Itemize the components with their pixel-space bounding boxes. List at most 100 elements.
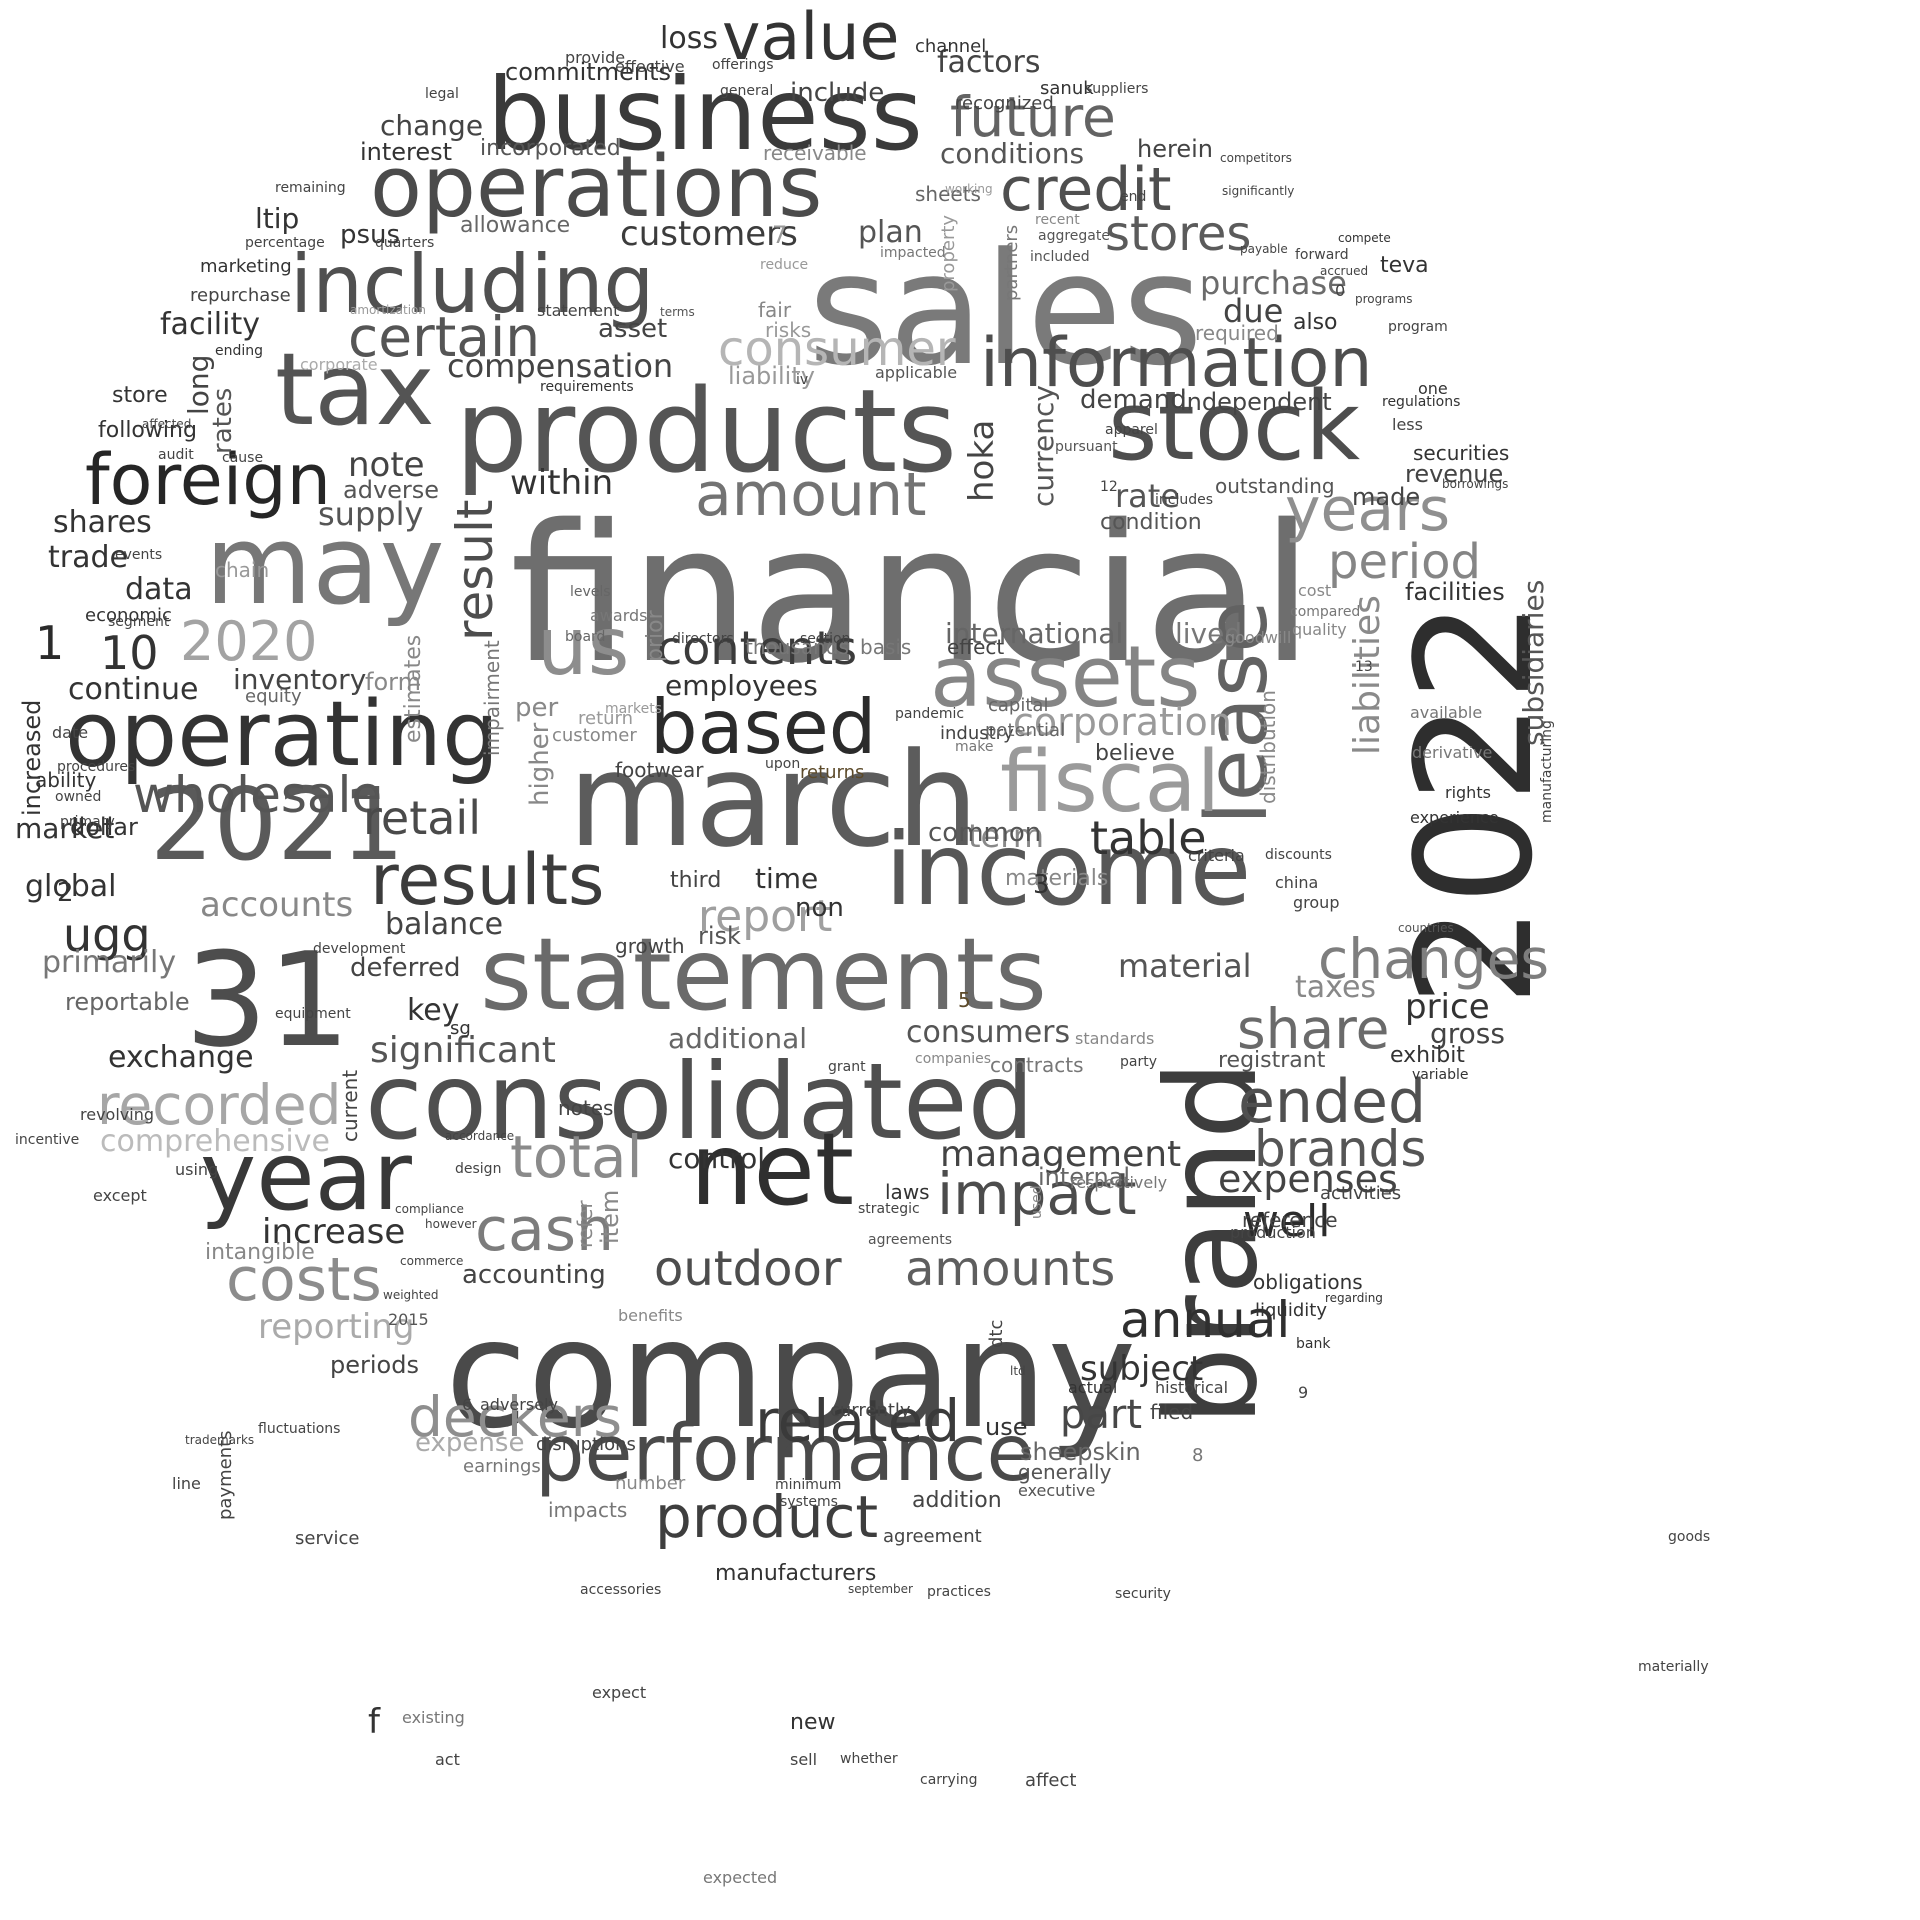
- word-grant: grant: [828, 1059, 866, 1075]
- word-return: return: [578, 708, 634, 729]
- word-customer: customer: [552, 725, 637, 746]
- word-information: information: [980, 324, 1373, 403]
- word-equity: equity: [245, 686, 302, 707]
- word-carrying: carrying: [920, 1772, 978, 1788]
- word-retail: retail: [363, 791, 481, 845]
- word-goodwill: goodwill: [1225, 628, 1292, 647]
- word-interest: interest: [360, 138, 453, 166]
- word-balance: balance: [385, 907, 504, 942]
- word-higher: higher: [525, 722, 555, 806]
- word-performance: performance: [535, 1409, 1035, 1499]
- word-derivative: derivative: [1412, 743, 1493, 762]
- word-ended: ended: [1238, 1067, 1427, 1137]
- word-loss: loss: [660, 21, 718, 56]
- word-2: 2: [57, 878, 74, 908]
- word-employees: employees: [665, 669, 818, 702]
- word-significant: significant: [370, 1030, 556, 1071]
- word-material: material: [1118, 947, 1252, 985]
- word-affect: affect: [1025, 1770, 1077, 1791]
- word-accessories: accessories: [580, 1582, 662, 1598]
- word-recent: recent: [1035, 212, 1080, 228]
- word-whether: whether: [840, 1751, 898, 1767]
- word-international: international: [945, 617, 1124, 650]
- word-primary: primary: [60, 814, 115, 830]
- word-pandemic: pandemic: [895, 706, 965, 722]
- word-subject: subject: [1080, 1349, 1204, 1389]
- word-repurchase: repurchase: [190, 285, 291, 306]
- word-report: report: [698, 891, 833, 942]
- word-quarters: quarters: [375, 235, 435, 251]
- word-impacted: impacted: [880, 245, 946, 261]
- word-time: time: [755, 862, 819, 895]
- word-procedures: procedures: [57, 759, 136, 775]
- word-net: net: [690, 1111, 855, 1228]
- word-audit: audit: [158, 447, 194, 463]
- word-tax: tax: [275, 331, 435, 448]
- word-discounts: discounts: [1265, 847, 1332, 863]
- word-total: total: [510, 1123, 643, 1191]
- word-practices: practices: [927, 1584, 991, 1600]
- word-partners: partners: [1001, 224, 1022, 301]
- word-affected: affected: [142, 417, 192, 431]
- word-available: available: [1410, 703, 1483, 722]
- word-foreign: foreign: [85, 439, 332, 521]
- word-outdoor: outdoor: [654, 1241, 842, 1297]
- word-goods: goods: [1668, 1529, 1711, 1545]
- word-compete: compete: [1338, 231, 1391, 245]
- word-sell: sell: [790, 1750, 818, 1769]
- word-benefits: benefits: [618, 1306, 683, 1325]
- word-note: note: [348, 445, 425, 485]
- word-non: non: [795, 893, 844, 923]
- word-amounts: amounts: [905, 1241, 1116, 1297]
- word-make: make: [955, 739, 994, 755]
- word-made: made: [1352, 483, 1421, 511]
- word-revenue: revenue: [1405, 460, 1504, 488]
- word-production: production: [1230, 1223, 1316, 1242]
- word-rights: rights: [1445, 783, 1491, 802]
- word-industry: industry: [940, 723, 1014, 744]
- word-regarding: regarding: [1325, 1291, 1383, 1305]
- word-includes: includes: [1155, 492, 1214, 508]
- word-statement: statement: [537, 301, 620, 320]
- word-existing: existing: [402, 1708, 465, 1727]
- word-adversely: adversely: [480, 1395, 558, 1414]
- word-accordance: accordance: [445, 1129, 515, 1143]
- word-reportable: reportable: [65, 988, 190, 1016]
- word-act: act: [435, 1750, 460, 1769]
- word-sheets: sheets: [915, 182, 981, 206]
- word-systems: systems: [780, 1494, 838, 1510]
- word-section: section: [800, 631, 851, 647]
- word-commerce: commerce: [400, 1254, 464, 1268]
- word-effect: effect: [947, 635, 1005, 659]
- word-incorporated: incorporated: [480, 136, 621, 161]
- word-fluctuations: fluctuations: [258, 1421, 341, 1437]
- word-addition: addition: [912, 1488, 1002, 1513]
- word-plan: plan: [858, 215, 923, 250]
- word-9: 9: [1298, 1383, 1309, 1402]
- word-executive: executive: [1018, 1481, 1096, 1500]
- word-factors: factors: [937, 45, 1041, 80]
- word-used: used: [1029, 1185, 1045, 1219]
- word-credit: credit: [1000, 155, 1172, 225]
- word-revolving: revolving: [80, 1105, 154, 1124]
- word-psus: psus: [340, 220, 401, 250]
- word-form: form: [365, 668, 421, 696]
- word-owned: owned: [55, 789, 102, 805]
- word-believe: believe: [1095, 741, 1175, 766]
- word-end: end: [1120, 189, 1147, 205]
- word-number: number: [615, 1473, 686, 1494]
- word-product: product: [655, 1483, 879, 1551]
- word-key: key: [407, 993, 460, 1028]
- word-assets: assets: [930, 628, 1201, 727]
- word-chain: chain: [215, 558, 270, 582]
- word-expected: expected: [703, 1868, 778, 1887]
- word-currently: currently: [830, 1400, 911, 1421]
- word-securities: securities: [1413, 441, 1510, 465]
- word-regulations: regulations: [1382, 394, 1461, 410]
- word-company: company: [445, 1288, 1137, 1462]
- word-obligations: obligations: [1253, 1270, 1363, 1294]
- word-competitors: competitors: [1220, 151, 1292, 165]
- word-suppliers: suppliers: [1085, 81, 1149, 97]
- word-china: china: [1275, 873, 1319, 892]
